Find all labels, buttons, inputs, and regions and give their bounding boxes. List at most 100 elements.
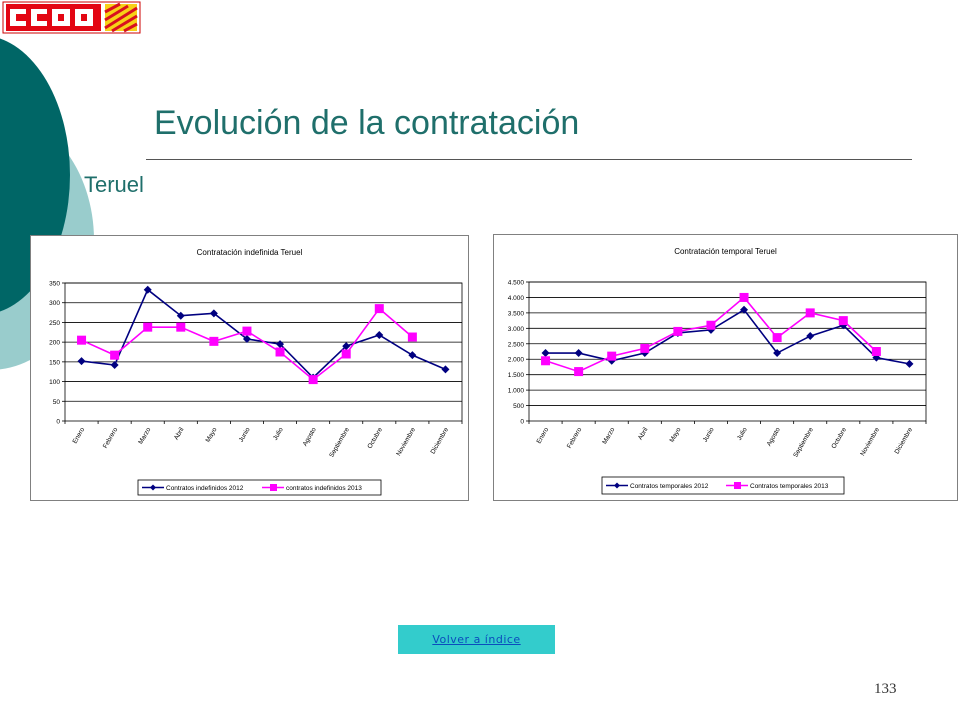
x-tick-label-octubre: Octubre: [366, 426, 384, 450]
data-point-agosto: [773, 349, 782, 358]
x-tick-label-junio: Junio: [238, 426, 252, 443]
x-tick-label-febrero: Febrero: [566, 426, 584, 450]
x-tick-label-diciembre: Diciembre: [893, 426, 914, 455]
data-point-junio: [242, 326, 252, 336]
data-point-enero: [541, 349, 550, 358]
data-point-abril: [176, 322, 186, 332]
data-point-abril: [176, 311, 185, 320]
back-to-index-button[interactable]: Volver a índice: [398, 625, 555, 654]
chart-indefinida-svg: Contratación indefinida Teruel 0 50 100 150 2…: [49, 248, 463, 496]
y-tick-label: 2.500: [508, 341, 525, 348]
legend-marker: [150, 484, 156, 491]
data-point-julio: [275, 347, 285, 357]
data-point-agosto: [772, 333, 782, 343]
x-tick-label-marzo: Marzo: [601, 426, 616, 445]
chart-legend: [601, 476, 845, 495]
x-tick-label-septiembre: Septiembre: [328, 426, 351, 459]
data-point-enero: [77, 335, 87, 345]
plot-area: [64, 282, 463, 422]
data-point-septiembre: [805, 308, 815, 318]
x-tick-label-mayo: Mayo: [205, 426, 219, 444]
y-tick-label: 300: [49, 300, 60, 307]
legend-marker: [734, 482, 741, 489]
y-tick-label: 3.000: [508, 326, 525, 333]
legend-label: contratos indefinidos 2013: [286, 485, 362, 492]
y-tick-label: 250: [49, 320, 60, 327]
x-tick-label-marzo: Marzo: [137, 426, 152, 445]
data-point-marzo: [143, 285, 152, 294]
data-point-julio: [276, 340, 285, 349]
x-tick-label-julio: Julio: [736, 426, 749, 441]
data-point-junio: [242, 334, 251, 343]
x-tick-label-mayo: Mayo: [669, 426, 683, 444]
x-tick-label-febrero: Febrero: [102, 426, 120, 450]
data-point-febrero: [574, 349, 583, 358]
data-point-septiembre: [342, 342, 351, 351]
slide-subtitle: Teruel: [84, 172, 144, 197]
data-point-septiembre: [341, 349, 351, 359]
legend-marker: [270, 484, 277, 491]
y-tick-label: 0: [56, 419, 60, 426]
data-point-diciembre: [441, 365, 450, 374]
page-number: 133: [874, 681, 897, 697]
y-tick-label: 0: [520, 419, 524, 426]
ccoo-logo: [0, 0, 143, 36]
y-tick-label: 4.500: [508, 280, 525, 287]
data-point-septiembre: [806, 332, 815, 341]
plot-area: [528, 281, 927, 422]
data-point-octubre: [375, 331, 384, 340]
data-point-mayo: [209, 309, 218, 318]
data-point-mayo: [209, 336, 219, 346]
x-tick-label-diciembre: Diciembre: [429, 426, 450, 455]
chart-temporal: Contratación temporal Teruel 0 500 1.000 1.5…: [493, 234, 958, 501]
data-point-octubre: [374, 304, 384, 314]
title-divider: [146, 159, 912, 160]
y-tick-label: 1.500: [508, 372, 525, 379]
chart-indefinida: Contratación indefinida Teruel 0 50 100 150 2…: [30, 235, 469, 501]
y-tick-label: 100: [49, 379, 60, 386]
legend-label: Contratos indefinidos 2012: [166, 485, 244, 492]
data-point-enero: [541, 356, 551, 366]
data-point-febrero: [110, 350, 120, 360]
y-tick-label: 1.000: [508, 388, 525, 395]
y-tick-label: 200: [49, 340, 60, 347]
legend-marker: [614, 482, 620, 489]
data-point-mayo: [673, 326, 683, 336]
y-tick-label: 500: [513, 403, 524, 410]
chart-title: Contratación indefinida Teruel: [197, 248, 303, 257]
data-point-julio: [739, 292, 749, 302]
data-point-junio: [706, 320, 716, 330]
data-point-julio: [740, 305, 749, 314]
y-tick-label: 2.000: [508, 357, 525, 364]
x-tick-label-agosto: Agosto: [766, 426, 782, 447]
chart-legend: [137, 479, 382, 496]
x-tick-label-octubre: Octubre: [830, 426, 848, 450]
data-point-marzo: [607, 351, 617, 361]
x-tick-label-noviembre: Noviembre: [395, 426, 417, 457]
y-tick-label: 350: [49, 281, 60, 288]
data-point-agosto: [308, 375, 318, 385]
data-point-febrero: [574, 367, 584, 377]
x-tick-label-noviembre: Noviembre: [859, 426, 881, 457]
data-point-enero: [77, 357, 86, 366]
data-point-marzo: [143, 322, 153, 332]
x-tick-label-agosto: Agosto: [302, 426, 318, 447]
y-tick-label: 150: [49, 359, 60, 366]
y-tick-label: 4.000: [508, 295, 525, 302]
y-tick-label: 50: [53, 399, 61, 406]
data-point-febrero: [110, 361, 119, 370]
data-point-noviembre: [408, 351, 417, 360]
data-point-octubre: [838, 316, 848, 326]
slide-title: Evolución de la contratación: [154, 104, 580, 142]
x-tick-label-junio: Junio: [702, 426, 716, 443]
data-point-abril: [640, 343, 650, 353]
legend-label: Contratos temporales 2013: [750, 483, 829, 490]
x-tick-label-enero: Enero: [72, 426, 87, 445]
x-tick-label-abril: Abril: [637, 426, 650, 441]
x-tick-label-enero: Enero: [536, 426, 551, 445]
data-point-noviembre: [407, 332, 417, 342]
legend-label: Contratos temporales 2012: [630, 483, 709, 490]
chart-temporal-svg: Contratación temporal Teruel 0 500 1.000 1.5…: [508, 247, 927, 495]
y-tick-label: 3.500: [508, 310, 525, 317]
x-tick-label-julio: Julio: [272, 426, 285, 441]
